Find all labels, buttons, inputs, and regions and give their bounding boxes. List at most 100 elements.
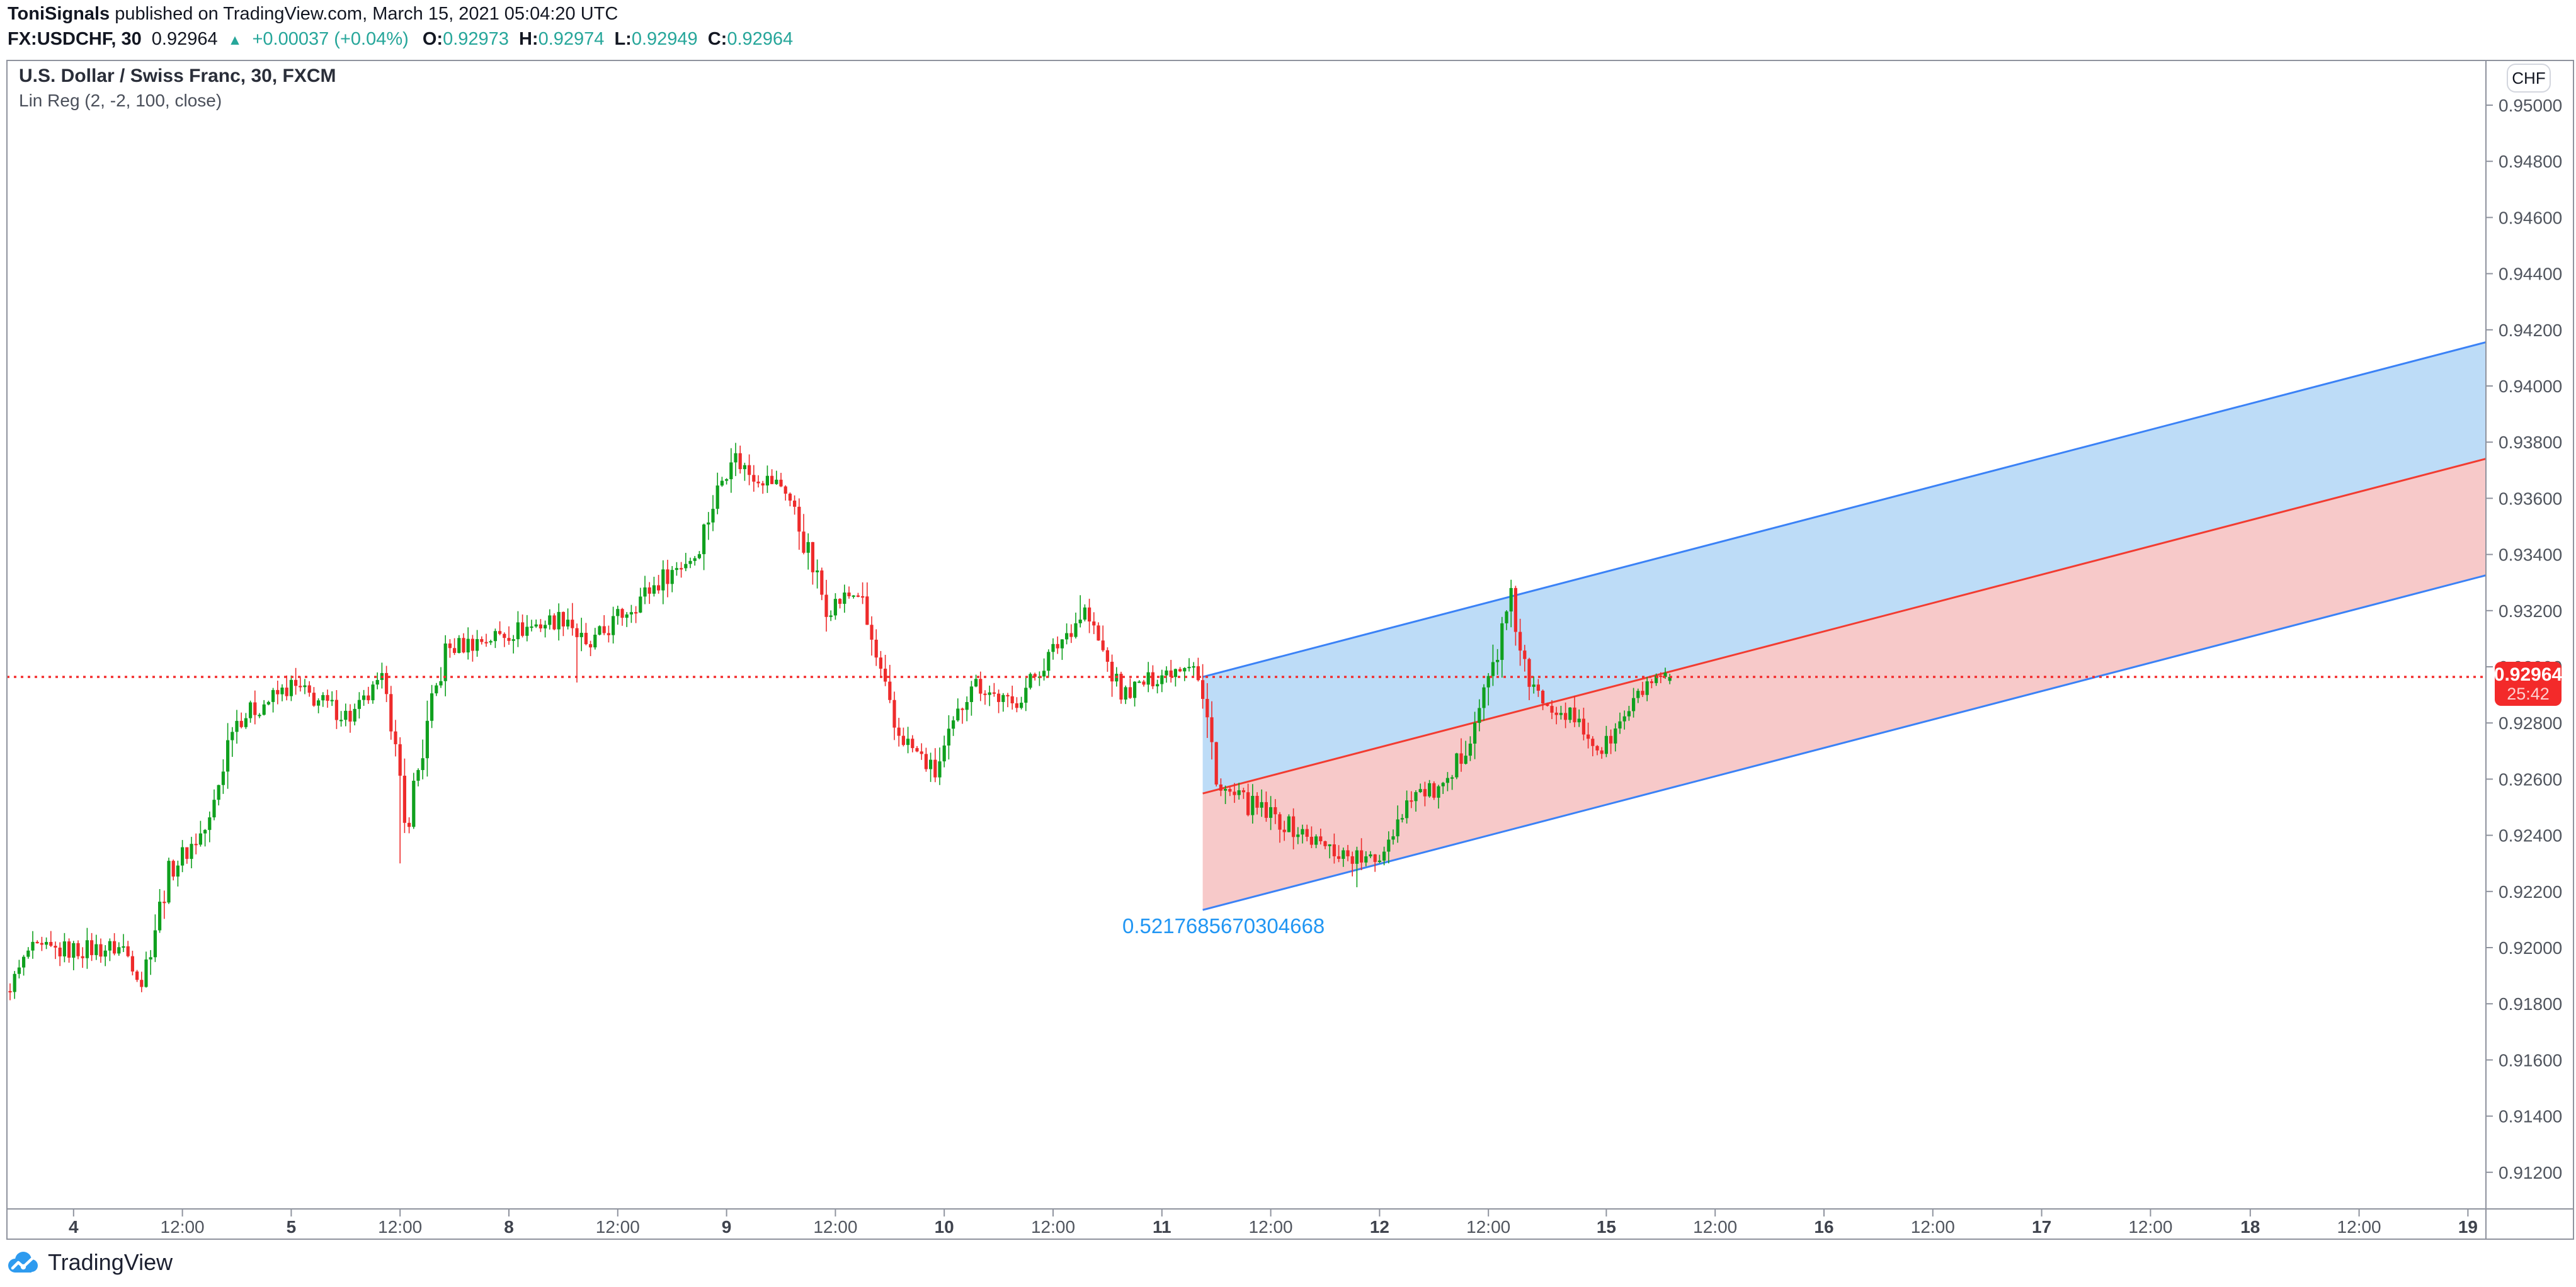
candle-body bbox=[480, 638, 484, 642]
candle-body bbox=[1183, 667, 1187, 672]
price-change: +0.00037 (+0.04%) bbox=[252, 29, 409, 49]
candle-body bbox=[643, 587, 647, 597]
candle-body bbox=[122, 946, 125, 948]
candle-body bbox=[521, 622, 525, 636]
high-value: 0.92974 bbox=[538, 29, 605, 49]
candle-body bbox=[94, 944, 98, 955]
candle-body bbox=[1210, 717, 1214, 742]
chart-legend-title[interactable]: U.S. Dollar / Swiss Franc, 30, FXCM bbox=[19, 65, 336, 86]
candle-body bbox=[1020, 703, 1023, 708]
time-axis-label: 12:00 bbox=[813, 1217, 857, 1237]
linreg-lower-line bbox=[1202, 574, 2486, 911]
candle-body bbox=[1119, 674, 1123, 700]
price-axis-label: 0.94600 bbox=[2499, 208, 2562, 227]
candle-body bbox=[498, 631, 502, 634]
last-price: 0.92964 bbox=[151, 29, 218, 49]
price-axis-label: 0.91800 bbox=[2499, 994, 2562, 1014]
candle-body bbox=[856, 595, 860, 597]
candle-body bbox=[162, 902, 166, 904]
candle-body bbox=[398, 744, 402, 776]
candle-body bbox=[693, 558, 697, 561]
time-axis-label: 16 bbox=[1814, 1217, 1833, 1237]
candle-body bbox=[752, 475, 756, 482]
candle-body bbox=[1513, 587, 1517, 632]
indicator-legend[interactable]: Lin Reg (2, -2, 100, close) bbox=[19, 91, 222, 110]
candle-body bbox=[602, 626, 606, 633]
candle-body bbox=[942, 746, 946, 762]
candle-body bbox=[1205, 699, 1209, 718]
candle-body bbox=[40, 943, 43, 945]
close-value: 0.92964 bbox=[727, 29, 794, 49]
chart-frame bbox=[6, 60, 2574, 1240]
candle-body bbox=[1255, 796, 1259, 808]
candle-body bbox=[911, 739, 915, 749]
candle-body bbox=[575, 628, 579, 637]
price-axis[interactable] bbox=[2488, 60, 2573, 1208]
candle-body bbox=[965, 701, 969, 710]
candle-body bbox=[1196, 666, 1200, 681]
candle-body bbox=[1554, 712, 1558, 715]
candle-body bbox=[276, 689, 280, 695]
candle-body bbox=[612, 616, 615, 635]
candle-body bbox=[1536, 684, 1540, 691]
candle-body bbox=[539, 624, 542, 629]
candle-body bbox=[544, 625, 547, 629]
candle-body bbox=[1065, 633, 1069, 640]
candle-body bbox=[688, 560, 692, 564]
tradingview-attribution[interactable]: TradingView bbox=[8, 1249, 173, 1276]
candle-body bbox=[1519, 632, 1522, 651]
low-label: L: bbox=[614, 29, 632, 49]
candle-body bbox=[1337, 856, 1341, 859]
candle-body bbox=[476, 638, 479, 651]
candle-body bbox=[852, 595, 855, 597]
time-axis[interactable] bbox=[7, 1210, 2486, 1239]
candle-body bbox=[1391, 836, 1395, 840]
candle-body bbox=[167, 861, 171, 903]
low-value: 0.92949 bbox=[631, 29, 698, 49]
candle-body bbox=[8, 990, 12, 993]
candle-body bbox=[1527, 659, 1531, 687]
time-axis-label: 12:00 bbox=[596, 1217, 640, 1237]
candle-body bbox=[1577, 718, 1581, 723]
time-axis-label: 12:00 bbox=[378, 1217, 422, 1237]
candle-body bbox=[1309, 837, 1313, 845]
candle-body bbox=[616, 609, 620, 616]
candle-body bbox=[969, 686, 973, 702]
candle-body bbox=[103, 950, 107, 957]
candle-body bbox=[416, 769, 420, 781]
candle-body bbox=[470, 638, 474, 651]
candle-body bbox=[244, 718, 248, 727]
candle-body bbox=[1006, 695, 1010, 696]
candle-body bbox=[548, 615, 552, 625]
candle-body bbox=[1564, 713, 1568, 720]
candle-body bbox=[657, 585, 661, 591]
candle-body bbox=[775, 479, 778, 484]
candle-body bbox=[466, 638, 470, 653]
candle-body bbox=[697, 554, 701, 558]
candle-body bbox=[1010, 696, 1014, 703]
candle-body bbox=[661, 569, 665, 591]
time-axis-label: 17 bbox=[2032, 1217, 2051, 1237]
candle-body bbox=[557, 611, 561, 630]
candle-body bbox=[1482, 687, 1486, 708]
candle-body bbox=[707, 522, 710, 524]
candle-body bbox=[1486, 676, 1490, 688]
candle-body bbox=[1614, 728, 1617, 744]
time-axis-label: 12:00 bbox=[1693, 1217, 1737, 1237]
candle-body bbox=[190, 844, 193, 859]
candle-body bbox=[235, 720, 239, 732]
price-axis-label: 0.92000 bbox=[2499, 938, 2562, 958]
plot-area[interactable] bbox=[7, 341, 2486, 1001]
candle-body bbox=[1051, 644, 1055, 652]
candle-body bbox=[1505, 611, 1508, 623]
candle-body bbox=[1400, 818, 1404, 820]
candle-body bbox=[974, 679, 978, 687]
price-axis-label: 0.93200 bbox=[2499, 601, 2562, 621]
candle-body bbox=[113, 941, 117, 954]
candle-body bbox=[1278, 814, 1282, 830]
currency-toggle-button[interactable]: CHF bbox=[2507, 64, 2551, 93]
symbol-label: FX:USDCHF, 30 bbox=[8, 29, 142, 49]
candle-body bbox=[299, 686, 302, 688]
price-axis-label: 0.92800 bbox=[2499, 713, 2562, 733]
